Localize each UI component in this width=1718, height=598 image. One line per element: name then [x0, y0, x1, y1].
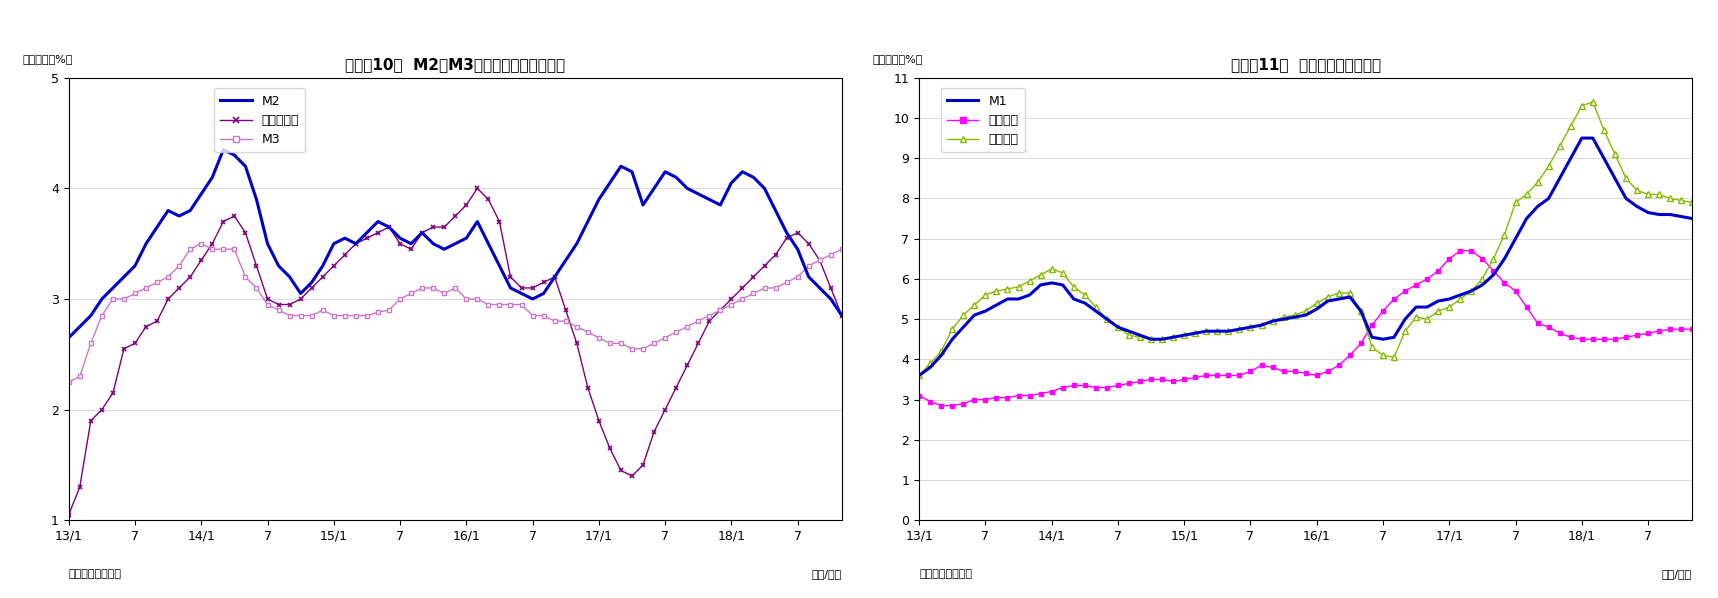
- Text: （年/月）: （年/月）: [1661, 569, 1692, 579]
- Text: （前年比、%）: （前年比、%）: [22, 54, 72, 65]
- Text: （年/月）: （年/月）: [811, 569, 842, 579]
- Legend: M2, 広義流動性, M3: M2, 広義流動性, M3: [215, 89, 306, 152]
- Text: （前年比、%）: （前年比、%）: [873, 54, 923, 65]
- Title: （図表11）  現金・預金の伸び率: （図表11） 現金・預金の伸び率: [1230, 57, 1381, 72]
- Title: （図表10）  M2、M3、広義流動性の伸び率: （図表10） M2、M3、広義流動性の伸び率: [345, 57, 565, 72]
- Legend: M1, 現金通貨, 預金通貨: M1, 現金通貨, 預金通貨: [941, 89, 1024, 152]
- Text: （資料）日本銀行: （資料）日本銀行: [919, 569, 972, 579]
- Text: （資料）日本銀行: （資料）日本銀行: [69, 569, 122, 579]
